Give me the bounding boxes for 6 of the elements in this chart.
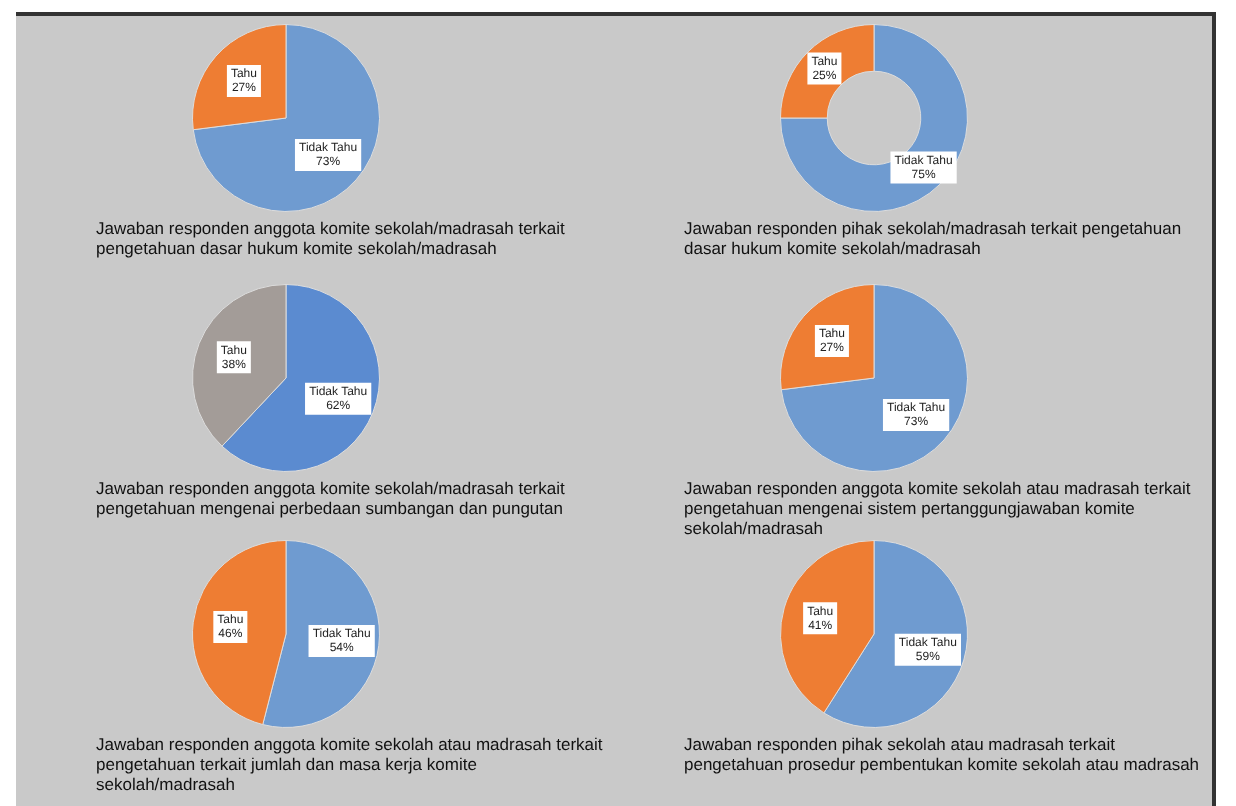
text: Jawaban responden anggota komite sekolah atau madrasah terkait pengetahuan terkait jumlah dan masa kerja komite sekolah/madrasah [96,734,605,794]
text: Jawaban responden pihak sekolah atau madrasah terkait pengetahuan prosedur pembentukan komite sekolah atau madrasah [684,734,1202,774]
text: Jawaban responden anggota komite sekolah atau madrasah terkait pengetahuan mengenai sistem pertanggungjawaban komite sekolah/madrasah [684,478,1193,538]
text: Jawaban responden anggota komite sekolah/madrasah terkait pengetahuan dasar hukum komite sekolah/madrasah [96,218,567,258]
text: Jawaban responden anggota komite sekolah/madrasah terkait pengetahuan mengenai perbedaan sumbangan dan pungutan [96,478,567,518]
text: Jawaban responden pihak sekolah/madrasah terkait pengetahuan dasar hukum komite sekolah/madrasah [684,218,1184,258]
